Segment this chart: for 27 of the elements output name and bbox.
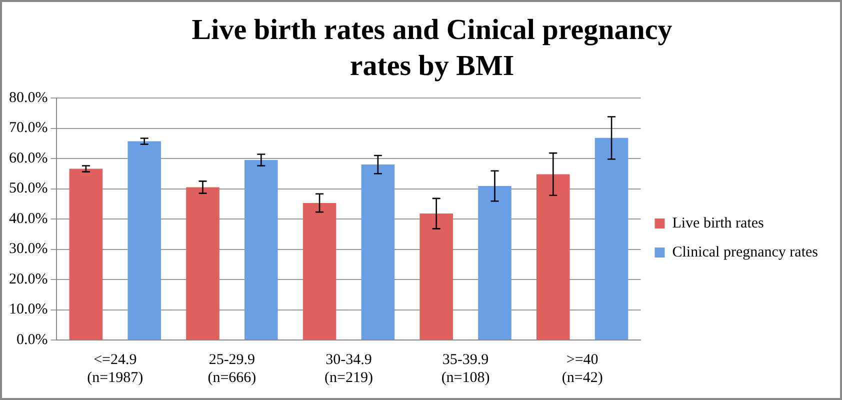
bar xyxy=(536,174,570,340)
y-tick-label: 10.0% xyxy=(8,302,48,318)
bar xyxy=(186,187,220,340)
legend-label: Live birth rates xyxy=(672,215,764,232)
chart-title: Live birth rates and Cinical pregnancy rates by BMI xyxy=(190,13,674,84)
legend-label: Clinical pregnancy rates xyxy=(672,244,818,260)
bar xyxy=(594,138,628,340)
x-tick-label: 30-34.9 (n=219) xyxy=(324,352,373,386)
x-tick-label: >=40 (n=42) xyxy=(562,352,603,386)
bar xyxy=(361,164,395,340)
bar xyxy=(69,168,103,340)
y-tick-label: 50.0% xyxy=(8,180,48,197)
x-tick-label: 25-29.9 (n=666) xyxy=(208,352,256,386)
x-tick-label: <=24.9 (n=1987) xyxy=(87,352,144,386)
x-tick-label: 35-39.9 (n=108) xyxy=(441,352,490,386)
bar xyxy=(478,186,512,340)
bar xyxy=(244,160,278,340)
bar xyxy=(128,141,161,340)
y-tick-label: 20.0% xyxy=(8,271,48,288)
y-tick-label: 40.0% xyxy=(8,210,48,227)
y-tick-label: 0.0% xyxy=(16,332,48,348)
y-tick-label: 70.0% xyxy=(8,120,48,136)
bar xyxy=(302,202,336,340)
y-tick-label: 60.0% xyxy=(8,150,48,166)
y-tick-label: 30.0% xyxy=(8,241,48,258)
bar xyxy=(420,214,453,340)
y-tick-label: 80.0% xyxy=(8,90,48,106)
